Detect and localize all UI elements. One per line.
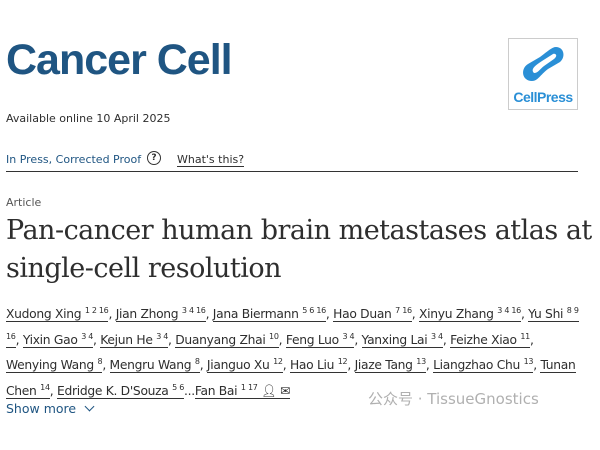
cellpress-logo-icon — [523, 47, 564, 81]
author-name: Jana Biermann — [212, 307, 299, 322]
availability-date: Available online 10 April 2025 — [6, 112, 171, 125]
author-link[interactable]: Yu Shi 8 9 16 — [6, 306, 579, 348]
whats-this-link[interactable]: What's this? — [177, 153, 245, 167]
author-link[interactable]: Hao Liu 12 — [289, 357, 348, 374]
article-title: Pan-cancer human brain metastases atlas … — [6, 215, 592, 284]
author-link[interactable]: Liangzhao Chu 13 — [433, 357, 534, 374]
author-affiliations: 12 — [273, 357, 283, 367]
show-more-button[interactable]: Show more — [6, 401, 95, 416]
author-affiliations: 5 6 — [172, 382, 184, 392]
author-affiliations: 13 — [416, 357, 426, 367]
chevron-down-icon — [84, 401, 95, 412]
author-affiliations: 3 4 — [156, 331, 169, 341]
author-name: Tunan Chen — [6, 358, 576, 398]
author-link[interactable]: Duanyang Zhai 10 — [175, 331, 279, 348]
cellpress-logo[interactable]: CellPress — [508, 38, 578, 110]
author-name: Jiaze Tang — [354, 358, 413, 373]
author-link[interactable]: Jiaze Tang 13 — [354, 357, 426, 374]
author-affiliations: 10 — [269, 331, 279, 341]
author-name: Duanyang Zhai — [175, 332, 266, 347]
author-link[interactable]: Jian Zhong 3 4 16 — [115, 306, 206, 323]
author-link[interactable]: Yixin Gao 3 4 — [22, 331, 94, 348]
author-name: Jianguo Xu — [206, 358, 270, 373]
author-link[interactable]: Feng Luo 3 4 — [285, 331, 355, 348]
author-name: Xinyu Zhang — [419, 307, 494, 322]
author-list: Xudong Xing 1 2 16, Jian Zhong 3 4 16, J… — [6, 306, 579, 399]
author-affiliations: 5 6 16 — [302, 306, 326, 315]
show-more-label: Show more — [6, 401, 77, 416]
author-affiliations: 8 9 16 — [6, 306, 579, 341]
author-name: Yu Shi — [528, 307, 564, 322]
author-name: Edridge K. D'Souza — [56, 383, 169, 398]
author-link[interactable]: Edridge K. D'Souza 5 6 — [56, 382, 184, 399]
author-affiliations: 1 2 16 — [84, 306, 109, 315]
author-link[interactable]: Yanxing Lai 3 4 — [361, 331, 443, 348]
author-name: Fan Bai — [194, 383, 238, 398]
divider — [6, 171, 578, 172]
author-link[interactable]: Tunan Chen 14 — [6, 358, 576, 399]
author-link[interactable]: Feizhe Xiao 11 — [450, 331, 530, 348]
author-name: Liangzhao Chu — [433, 358, 521, 373]
author-name: Mengru Wang — [109, 358, 192, 373]
author-affiliations: 1 17 — [240, 382, 258, 392]
envelope-icon: ✉︎ — [280, 383, 291, 398]
author-affiliations: 8 — [194, 357, 200, 367]
author-affiliations: 11 — [520, 331, 530, 341]
author-affiliations: 3 4 16 — [181, 306, 206, 315]
author-name: Yixin Gao — [22, 332, 78, 347]
author-affiliations: 3 4 — [342, 331, 355, 341]
status-label: In Press, Corrected Proof — [6, 153, 142, 166]
author-name: Xudong Xing — [6, 307, 82, 322]
author-link[interactable]: Jana Biermann 5 6 16 — [212, 306, 326, 323]
author-name: Hao Duan — [333, 307, 392, 322]
author-affiliations: 3 4 — [431, 331, 443, 341]
author-link[interactable]: Xudong Xing 1 2 16 — [6, 306, 109, 323]
author-link[interactable]: Mengru Wang 8 — [109, 357, 200, 374]
author-link[interactable]: Xinyu Zhang 3 4 16 — [419, 306, 521, 323]
author-link[interactable]: Kejun He 3 4 — [100, 331, 169, 348]
author-name: Kejun He — [100, 332, 153, 347]
author-affiliations: 3 4 16 — [497, 306, 521, 315]
author-name: Jian Zhong — [115, 307, 179, 322]
author-affiliations: 13 — [523, 357, 534, 367]
author-name: Yanxing Lai — [361, 332, 428, 347]
logo-text: CellPress — [513, 89, 573, 105]
author-link[interactable]: Wenying Wang 8 — [6, 357, 103, 374]
author-affiliations: 8 — [97, 357, 103, 367]
author-affiliations: 14 — [40, 382, 50, 392]
author-link[interactable]: Fan Bai 1 17 👤︎ ✉︎ — [194, 382, 291, 399]
author-link[interactable]: Jianguo Xu 12 — [206, 357, 283, 374]
watermark: 公众号 · TissueGnostics — [368, 390, 539, 408]
author-name: Wenying Wang — [6, 358, 94, 373]
author-name: Feng Luo — [285, 332, 339, 347]
person-icon: 👤︎ — [261, 383, 277, 398]
author-affiliations: 3 4 — [81, 331, 94, 341]
author-link[interactable]: Hao Duan 7 16 — [333, 306, 412, 323]
question-circle-icon[interactable]: ? — [147, 151, 161, 165]
author-affiliations: 12 — [337, 357, 348, 367]
article-type: Article — [6, 196, 42, 209]
author-name: Feizhe Xiao — [450, 332, 517, 347]
author-affiliations: 7 16 — [395, 306, 412, 315]
journal-title[interactable]: Cancer Cell — [6, 36, 233, 84]
author-name: Hao Liu — [289, 358, 335, 373]
